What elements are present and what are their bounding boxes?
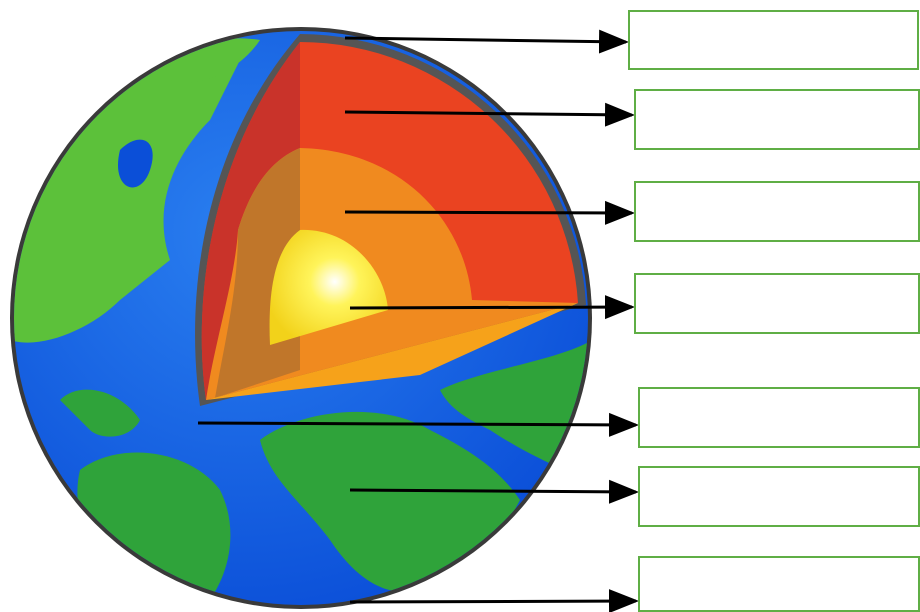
- label-box[interactable]: [628, 10, 919, 70]
- arrows: [197, 29, 639, 612]
- africa: [260, 411, 520, 592]
- label-box[interactable]: [634, 89, 920, 150]
- arrow: [344, 102, 635, 127]
- label-box[interactable]: [634, 273, 920, 334]
- arrow: [349, 295, 635, 320]
- arrow: [349, 589, 639, 612]
- label-box[interactable]: [638, 556, 920, 612]
- arrow: [197, 412, 639, 437]
- asia: [440, 340, 588, 480]
- label-boxes: [628, 10, 920, 612]
- inner-core: [269, 229, 388, 345]
- arrow: [344, 29, 629, 54]
- caribbean: [60, 389, 140, 437]
- arrow: [344, 200, 635, 225]
- hudson-bay: [117, 139, 153, 188]
- arrow: [349, 479, 639, 504]
- north-america: [14, 50, 240, 343]
- label-box[interactable]: [638, 466, 920, 527]
- core-floor: [206, 303, 578, 400]
- label-box[interactable]: [634, 181, 920, 242]
- label-box[interactable]: [638, 387, 920, 448]
